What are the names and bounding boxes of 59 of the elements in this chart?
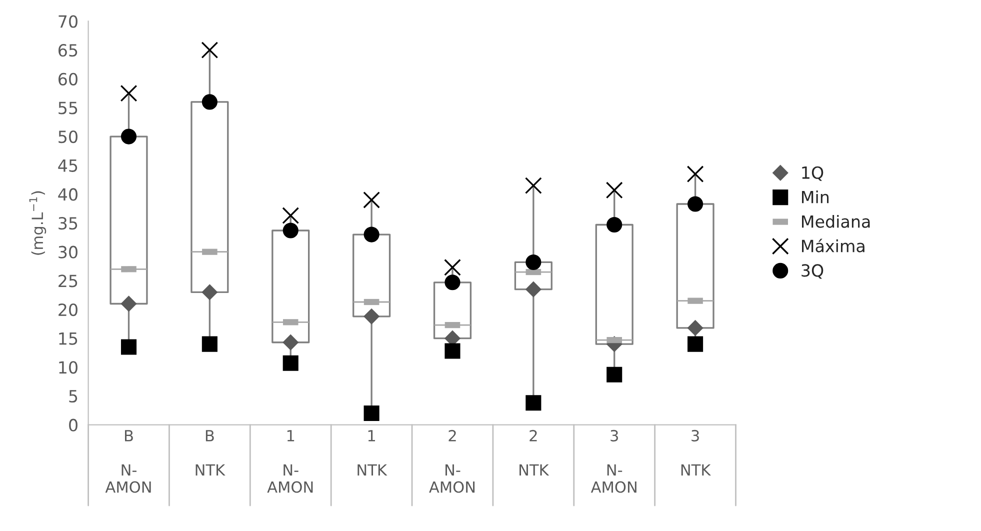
point <box>202 336 218 352</box>
y-tick-label: 60 <box>58 72 78 86</box>
point <box>202 284 218 300</box>
point <box>606 216 622 233</box>
point <box>363 191 380 208</box>
category-label: 2 N- AMON <box>429 430 475 493</box>
point <box>444 258 461 276</box>
point <box>120 339 137 355</box>
category-label: B NTK <box>196 430 226 476</box>
point <box>686 166 704 182</box>
point <box>364 226 380 242</box>
y-tick-label: 20 <box>58 303 78 316</box>
point <box>282 334 298 350</box>
point <box>282 207 300 224</box>
point <box>526 282 542 298</box>
y-tick-label: 30 <box>58 246 78 258</box>
legend-label: 3Q <box>802 264 824 279</box>
legend-label: 1Q <box>802 166 824 181</box>
point <box>444 274 460 290</box>
legend-label: Mediana <box>802 214 870 228</box>
y-tick-label: 25 <box>58 274 78 288</box>
point <box>201 42 218 59</box>
point <box>120 128 137 144</box>
y-tick-label: 50 <box>58 130 78 144</box>
point <box>364 308 380 324</box>
point <box>688 196 704 212</box>
point <box>688 336 704 352</box>
y-axis-title: (mg.L$^{−1}$) <box>29 191 46 255</box>
point <box>202 94 218 110</box>
y-tick-label: 15 <box>59 332 78 345</box>
y-tick-label: 70 <box>58 15 78 28</box>
point <box>526 254 542 270</box>
y-tick-label: 35 <box>58 216 78 230</box>
point <box>444 343 460 359</box>
legend-label: Min <box>802 190 829 204</box>
y-tick-label: 0 <box>69 418 78 432</box>
point <box>364 405 380 422</box>
category-label: B N- AMON <box>105 430 151 493</box>
point <box>282 222 298 238</box>
point <box>606 182 623 199</box>
category-label: 1 NTK <box>358 430 388 476</box>
y-tick-label: 65 <box>58 44 78 57</box>
point <box>524 177 542 194</box>
point <box>526 395 542 411</box>
point <box>121 296 136 312</box>
y-tick-label: 5 <box>69 390 78 403</box>
point <box>282 355 298 371</box>
point <box>606 366 622 382</box>
y-tick-label: 45 <box>58 160 78 172</box>
category-label: 1 N- AMON <box>267 430 313 493</box>
point <box>688 320 703 336</box>
category-label: 3 NTK <box>681 430 711 476</box>
y-tick-label: 40 <box>58 188 78 201</box>
y-tick-label: 10 <box>59 361 78 374</box>
category-label: 3 N- AMON <box>590 430 636 493</box>
y-tick-label: 55 <box>58 102 78 114</box>
category-label: 2 NTK <box>520 430 550 476</box>
point <box>120 84 138 102</box>
legend-label: Máxima <box>802 238 864 252</box>
